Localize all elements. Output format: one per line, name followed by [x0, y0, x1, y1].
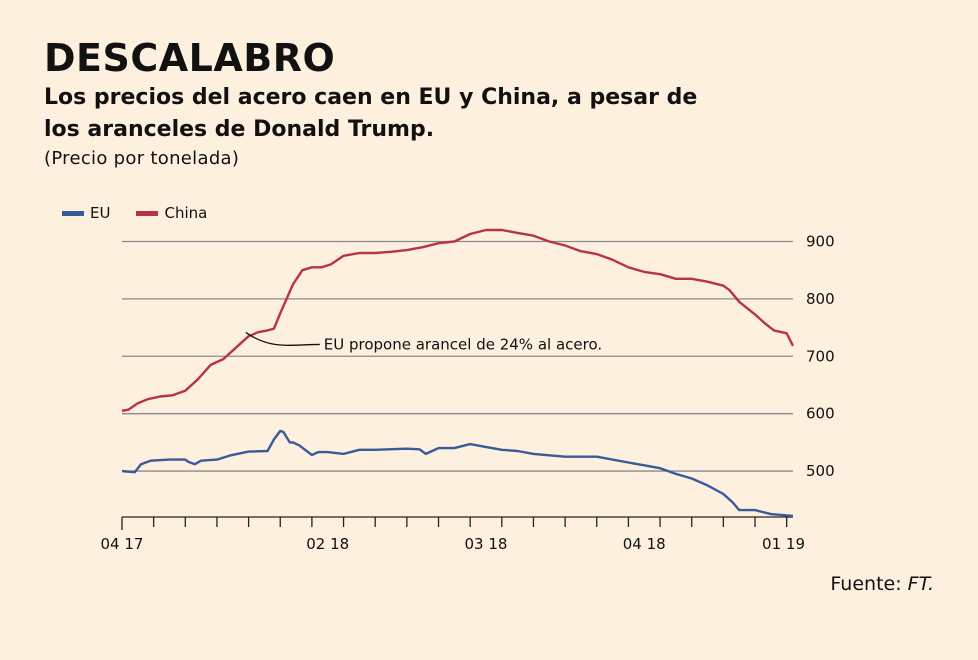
legend-swatch-china	[136, 210, 159, 216]
source-name: FT.	[907, 573, 934, 595]
series-line-eu	[121, 429, 794, 518]
legend-item-eu: EU	[62, 204, 110, 222]
annotation-leader	[245, 331, 320, 347]
annotation-label: EU propone arancel de 24% al acero.	[324, 335, 602, 353]
x-tick-label: 02 18	[306, 535, 349, 553]
x-tick-label: 04 17	[101, 535, 144, 553]
x-tick-label: 04 18	[623, 535, 666, 553]
series-line-china	[121, 228, 795, 412]
legend-label-eu: EU	[90, 204, 111, 222]
page-subtitle: Los precios del acero caen en EU y China…	[44, 85, 698, 142]
y-tick-label: 500	[806, 462, 835, 480]
legend-label-china: China	[164, 204, 208, 222]
unit-note: (Precio por tonelada)	[44, 148, 240, 169]
x-tick-label: 03 18	[465, 535, 508, 553]
y-tick-label: 700	[806, 347, 835, 365]
page-title: DESCALABRO	[44, 36, 336, 80]
x-tick-label: 01 19	[762, 535, 805, 553]
source-note: Fuente: FT.	[830, 573, 934, 595]
y-tick-label: 600	[806, 405, 835, 423]
source-label: Fuente:	[830, 573, 908, 595]
legend-swatch-eu	[62, 210, 84, 216]
legend-item-china: China	[136, 204, 207, 222]
chart-legend: EU China	[62, 204, 233, 222]
y-tick-label: 900	[806, 232, 835, 250]
y-tick-label: 800	[806, 290, 835, 308]
